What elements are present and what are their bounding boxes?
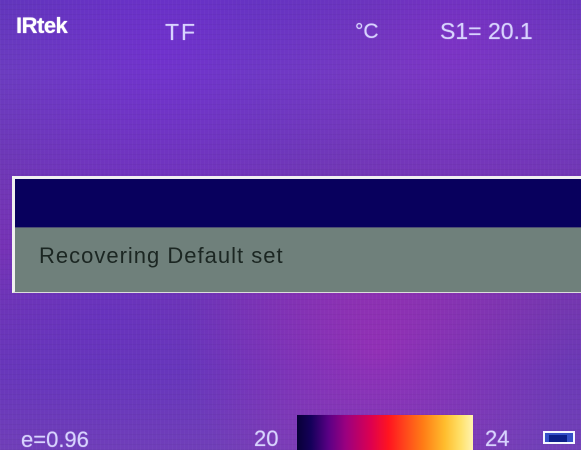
- temperature-scale-max: 24: [485, 426, 510, 450]
- brand-logo: IRtek: [16, 13, 68, 38]
- dialog-header: [15, 179, 581, 228]
- temperature-scale-min: 20: [254, 426, 279, 450]
- dialog-body: Recovering Default set: [15, 228, 581, 292]
- temperature-palette-bar: [297, 415, 473, 450]
- emissivity-readout: e=0.96: [21, 427, 89, 450]
- palette-icon: [543, 431, 575, 444]
- temperature-unit-label: °C: [355, 20, 379, 43]
- recovery-message: Recovering Default set: [39, 243, 284, 268]
- recovery-dialog: Recovering Default set: [12, 176, 581, 293]
- mode-label: TF: [165, 19, 198, 45]
- spot-temperature-readout: S1= 20.1: [440, 18, 533, 44]
